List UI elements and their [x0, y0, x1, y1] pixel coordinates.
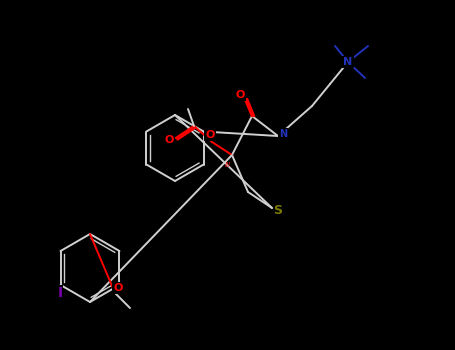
- Text: N: N: [279, 129, 287, 139]
- Text: S: S: [273, 204, 283, 217]
- Text: O: O: [205, 130, 215, 140]
- Text: O: O: [235, 90, 245, 100]
- Text: ill: ill: [225, 162, 231, 168]
- Text: N: N: [344, 57, 353, 67]
- Text: I: I: [57, 286, 63, 300]
- Text: O: O: [164, 135, 174, 145]
- Text: O: O: [113, 283, 123, 293]
